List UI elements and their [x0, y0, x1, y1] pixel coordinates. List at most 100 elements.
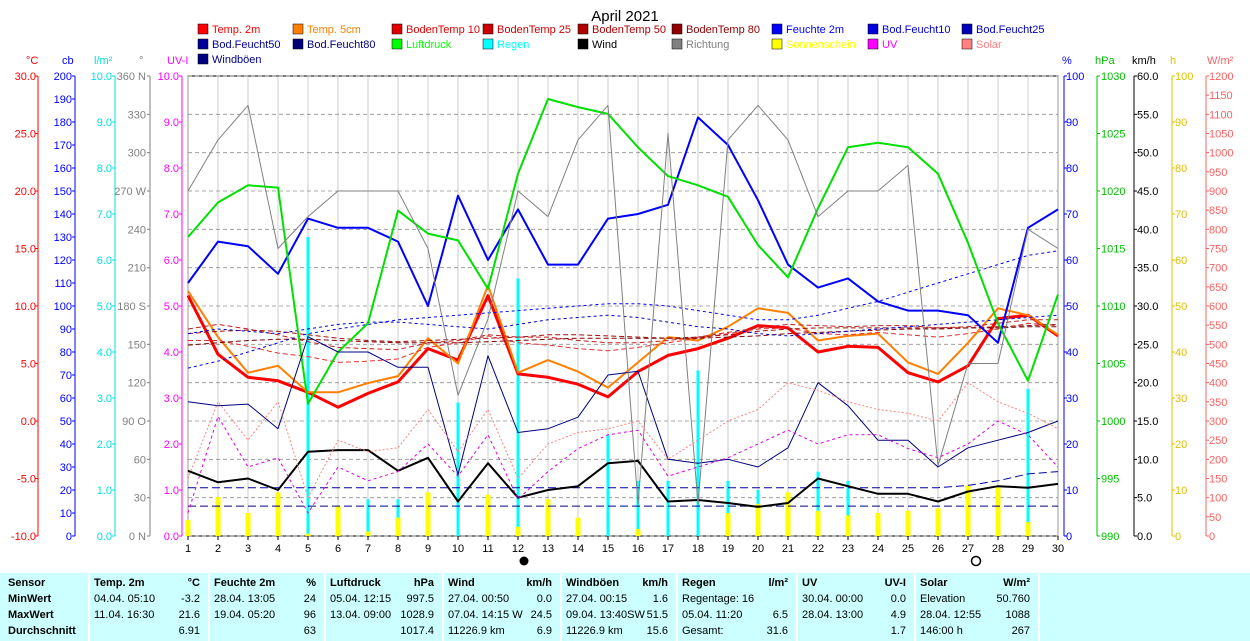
- stat-min-time: 05.04. 12:15: [330, 593, 392, 605]
- bar-regen: [366, 499, 370, 536]
- stat-title: Luftdruck: [330, 577, 381, 589]
- bar-sonnenschein: [185, 519, 191, 536]
- bar-regen: [516, 278, 520, 536]
- y-axis-tick-label: 950: [1209, 167, 1227, 179]
- stat-column: Sensor MinWert MaxWert Durchschnitt: [0, 573, 90, 641]
- x-axis-tick-label: 30: [1052, 543, 1064, 555]
- y-axis-tick-label: 150: [54, 186, 72, 198]
- y-axis-tick-label: 10: [1175, 485, 1187, 497]
- stat-avg-value: 1017.4: [400, 625, 434, 637]
- stat-max-value: 1028.9: [400, 609, 434, 621]
- legend-label: Sonnenschein: [786, 39, 856, 51]
- y-axis-tick-label: 0: [1066, 531, 1072, 543]
- stat-column: Wind km/h 27.04. 00:50 0.0 07.04. 14:15 W 24.…: [442, 573, 562, 641]
- y-axis-tick-label: 25.0: [15, 129, 36, 141]
- y-axis-tick-label: 90 O: [122, 416, 146, 428]
- series-bod-feucht25: [187, 314, 1059, 337]
- legend-swatch: [482, 23, 494, 35]
- legend-swatch: [771, 38, 783, 50]
- stat-min-time: Regentage: 16: [682, 593, 755, 605]
- series-uv: [187, 415, 1059, 514]
- x-axis-tick-label: 15: [602, 543, 614, 555]
- x-axis-tick-label: 2: [215, 543, 221, 555]
- y-axis-tick-label: 990: [1101, 531, 1119, 543]
- y-axis-tick-label: 110: [54, 278, 72, 290]
- y-axis-tick-label: 35.0: [1137, 263, 1158, 275]
- series-feuchte-2m: [187, 116, 1059, 344]
- stat-avg-value: 31.6: [766, 625, 788, 637]
- stat-avg-value: 63: [303, 625, 316, 637]
- legend-swatch: [867, 38, 879, 50]
- y-axis-tick-label: 650: [1209, 282, 1227, 294]
- stat-max-time: 28.04. 13:00: [802, 609, 864, 621]
- bar-sonnenschein: [965, 485, 971, 536]
- y-axis-tick-label: 10.0: [158, 71, 179, 83]
- legend-label: UV: [882, 39, 898, 51]
- x-axis-tick-label: 16: [632, 543, 644, 555]
- y-axis-tick-label: 1150: [1209, 90, 1233, 102]
- stat-row-header: Durchschnitt: [8, 625, 76, 637]
- y-axis-tick-label: 800: [1209, 224, 1227, 236]
- stat-column: Feuchte 2m% 28.04. 13:05 24 19.04. 05:20 96 6…: [208, 573, 326, 641]
- legend-label: Bod.Feucht50: [212, 39, 281, 51]
- y-axis-tick-label: 1015: [1101, 244, 1125, 256]
- y-axis-tick-label: 300: [128, 148, 146, 160]
- y-axis-tick-label: 250: [1209, 435, 1227, 447]
- stat-max-time: 19.04. 05:20: [214, 609, 276, 621]
- legend-swatch: [482, 38, 494, 50]
- y-axis-tick-label: 1020: [1101, 186, 1125, 198]
- y-axis-tick-label: 90: [1175, 117, 1187, 129]
- legend-label: Richtung: [686, 39, 729, 51]
- x-axis-tick-label: 9: [425, 543, 431, 555]
- bar-sonnenschein: [1025, 522, 1031, 536]
- stat-unit: km/h: [526, 577, 552, 589]
- stat-max-time: 11.04. 16:30: [94, 609, 155, 621]
- legend-label: Wind: [592, 39, 617, 51]
- series-luftdruck: [187, 98, 1059, 405]
- stat-row-header: MaxWert: [8, 609, 54, 621]
- legend-swatch: [197, 53, 209, 65]
- x-axis-tick-label: 28: [992, 543, 1004, 555]
- y-axis-tick-label: 0: [1209, 531, 1215, 543]
- y-axis-tick-label: 10.0: [91, 71, 112, 83]
- y-axis-tick-label: 0: [66, 531, 72, 543]
- stat-max-value: 96: [303, 609, 316, 621]
- y-axis-tick-label: 30: [1175, 393, 1187, 405]
- bar-sonnenschein: [395, 517, 401, 536]
- bar-regen: [696, 370, 700, 536]
- chart-title: April 2021: [591, 8, 659, 25]
- series-richtung: [187, 104, 1059, 505]
- stat-title: Wind: [448, 577, 475, 589]
- y-axis-tick-label: 360 N: [117, 71, 146, 83]
- stat-title: UV: [802, 577, 818, 589]
- stat-max-value: 24.5: [530, 609, 552, 621]
- stat-unit: °C: [187, 577, 200, 589]
- stat-max-time: 07.04. 14:15 W: [448, 609, 523, 621]
- stat-min-value: 997.5: [406, 593, 434, 605]
- y-axis-tick-label: -10.0: [11, 531, 36, 543]
- y-axis-tick-label: 190: [54, 94, 72, 106]
- x-axis-tick-label: 10: [452, 543, 464, 555]
- y-axis-tick-label: 50: [1175, 301, 1187, 313]
- bar-sonnenschein: [305, 533, 311, 536]
- legend-label: BodenTemp 25: [497, 24, 571, 36]
- y-axis-tick-label: 0.0: [21, 416, 36, 428]
- stat-avg-label: Gesamt:: [682, 625, 724, 637]
- x-axis-tick-label: 13: [542, 543, 554, 555]
- stat-avg-value: 267: [1011, 625, 1030, 637]
- y-axis-tick-label: 100: [1209, 493, 1227, 505]
- bar-regen: [1026, 388, 1030, 536]
- stat-max-value: 51.5: [646, 609, 668, 621]
- y-axis-tick-label: 100: [1175, 71, 1193, 83]
- legend-swatch: [961, 38, 973, 50]
- x-axis-tick-label: 12: [512, 543, 524, 555]
- y-axis-tick-label: 180 S: [117, 301, 146, 313]
- y-axis-tick-label: 6.0: [164, 255, 179, 267]
- y-axis-tick-label: 90: [60, 324, 72, 336]
- legend-label: Feuchte 2m: [786, 24, 844, 36]
- series-bodentemp-25: [187, 319, 1058, 351]
- y-axis-tick-label: 1100: [1209, 109, 1233, 121]
- y-axis-tick-label: 25.0: [1137, 339, 1158, 351]
- bar-sonnenschein: [815, 510, 821, 536]
- y-axis-tick-label: 30.0: [1137, 301, 1158, 313]
